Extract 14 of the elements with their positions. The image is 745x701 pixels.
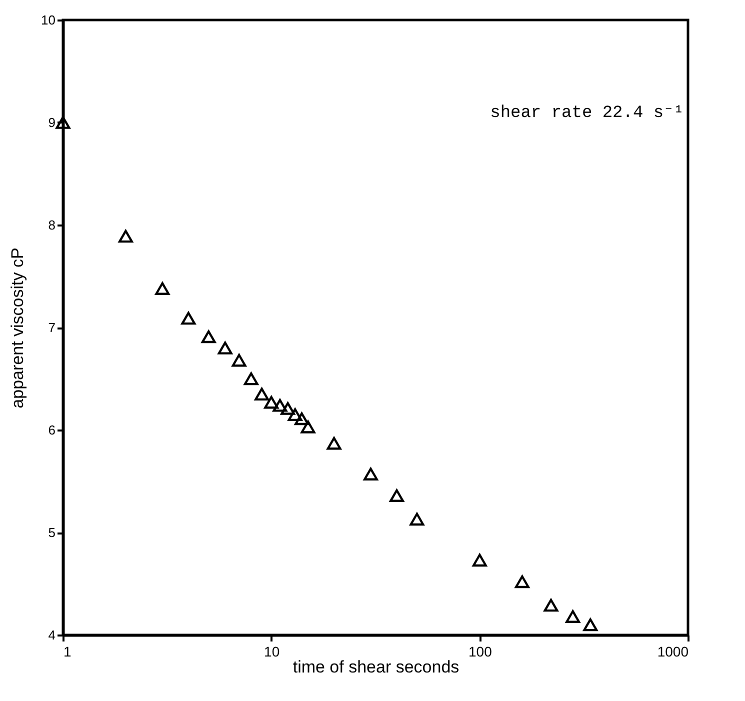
y-tick-label: 9: [48, 115, 56, 130]
y-tick-label: 4: [48, 628, 56, 642]
x-tick-label: 100: [468, 644, 492, 660]
y-tick-label: 8: [48, 218, 56, 232]
y-tick-label: 5: [48, 525, 56, 540]
y-tick-label: 10: [41, 12, 56, 28]
x-tick-label: 1000: [657, 644, 689, 660]
x-tick-label: 10: [264, 644, 280, 660]
annotation: shear rate 22.4 s⁻¹: [490, 104, 684, 123]
y-tick-label: 6: [48, 422, 56, 438]
x-tick-label: 1: [64, 644, 72, 660]
y-axis-title: apparent viscosity cP: [8, 248, 28, 408]
x-axis-title: time of shear seconds: [292, 658, 460, 676]
y-tick-label: 7: [48, 320, 56, 335]
